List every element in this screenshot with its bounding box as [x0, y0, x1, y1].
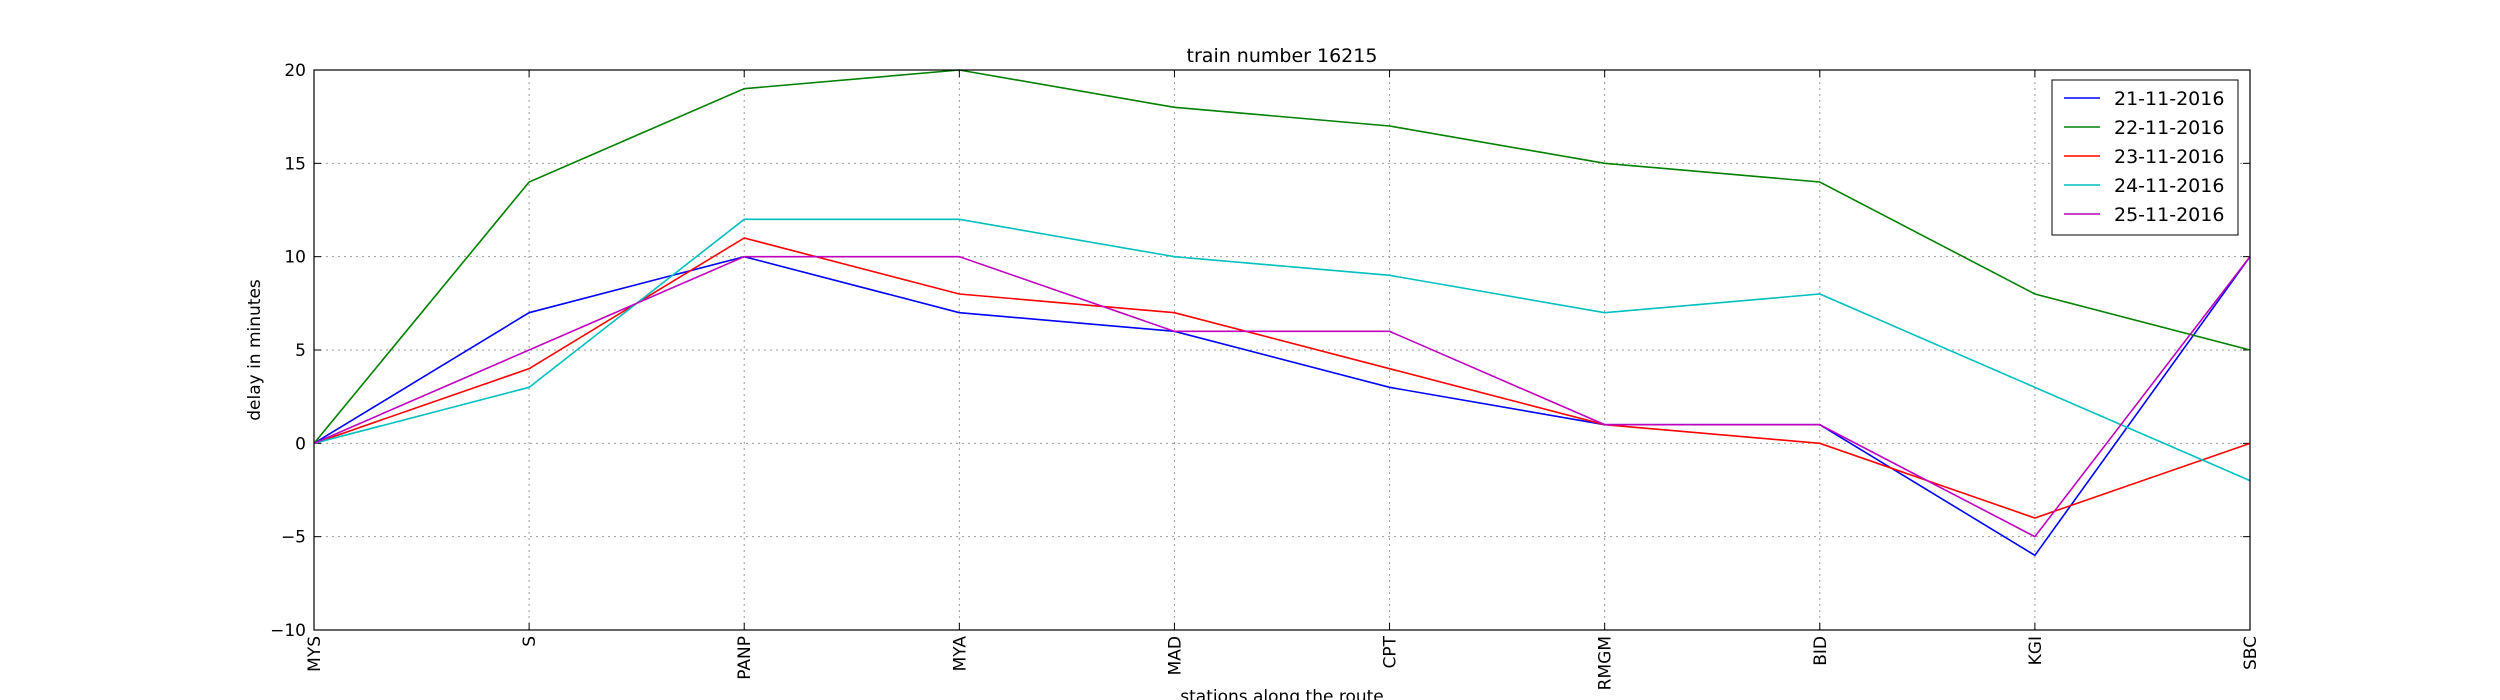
data-line [313, 255, 2251, 557]
y-tick-label: 0 [295, 434, 306, 454]
x-tick-label: PANP [735, 636, 755, 680]
legend-label: 21-11-2016 [2114, 88, 2224, 110]
legend-label: 24-11-2016 [2114, 175, 2224, 197]
y-tick-label: 20 [284, 61, 306, 81]
x-tick-label: S [520, 636, 540, 647]
data-line [313, 255, 2251, 538]
x-tick-label: MYS [305, 636, 325, 672]
x-axis-label: stations along the route [1180, 687, 1384, 700]
y-tick-label: 10 [284, 248, 306, 268]
y-tick-label: 15 [284, 154, 306, 174]
legend-label: 23-11-2016 [2114, 146, 2224, 168]
legend-label: 22-11-2016 [2114, 117, 2224, 139]
y-axis-label: delay in minutes [245, 279, 265, 421]
plot-frame [313, 69, 2251, 631]
legend-box [2051, 79, 2239, 236]
data-line [313, 69, 2251, 444]
chart-title: train number 16215 [1187, 45, 1378, 67]
x-tick-label: BID [1811, 636, 1831, 666]
x-tick-label: KGI [2026, 636, 2046, 665]
y-tick-label: −5 [281, 528, 306, 548]
x-tick-label: MYA [950, 636, 970, 672]
y-tick-label: 5 [295, 341, 306, 361]
y-tick-label: −10 [270, 621, 306, 641]
legend-label: 25-11-2016 [2114, 204, 2224, 226]
x-tick-label: CPT [1381, 635, 1401, 668]
x-tick-label: RMGM [1596, 636, 1616, 690]
x-tick-label: SBC [2241, 636, 2261, 670]
x-tick-label: MAD [1165, 636, 1185, 675]
